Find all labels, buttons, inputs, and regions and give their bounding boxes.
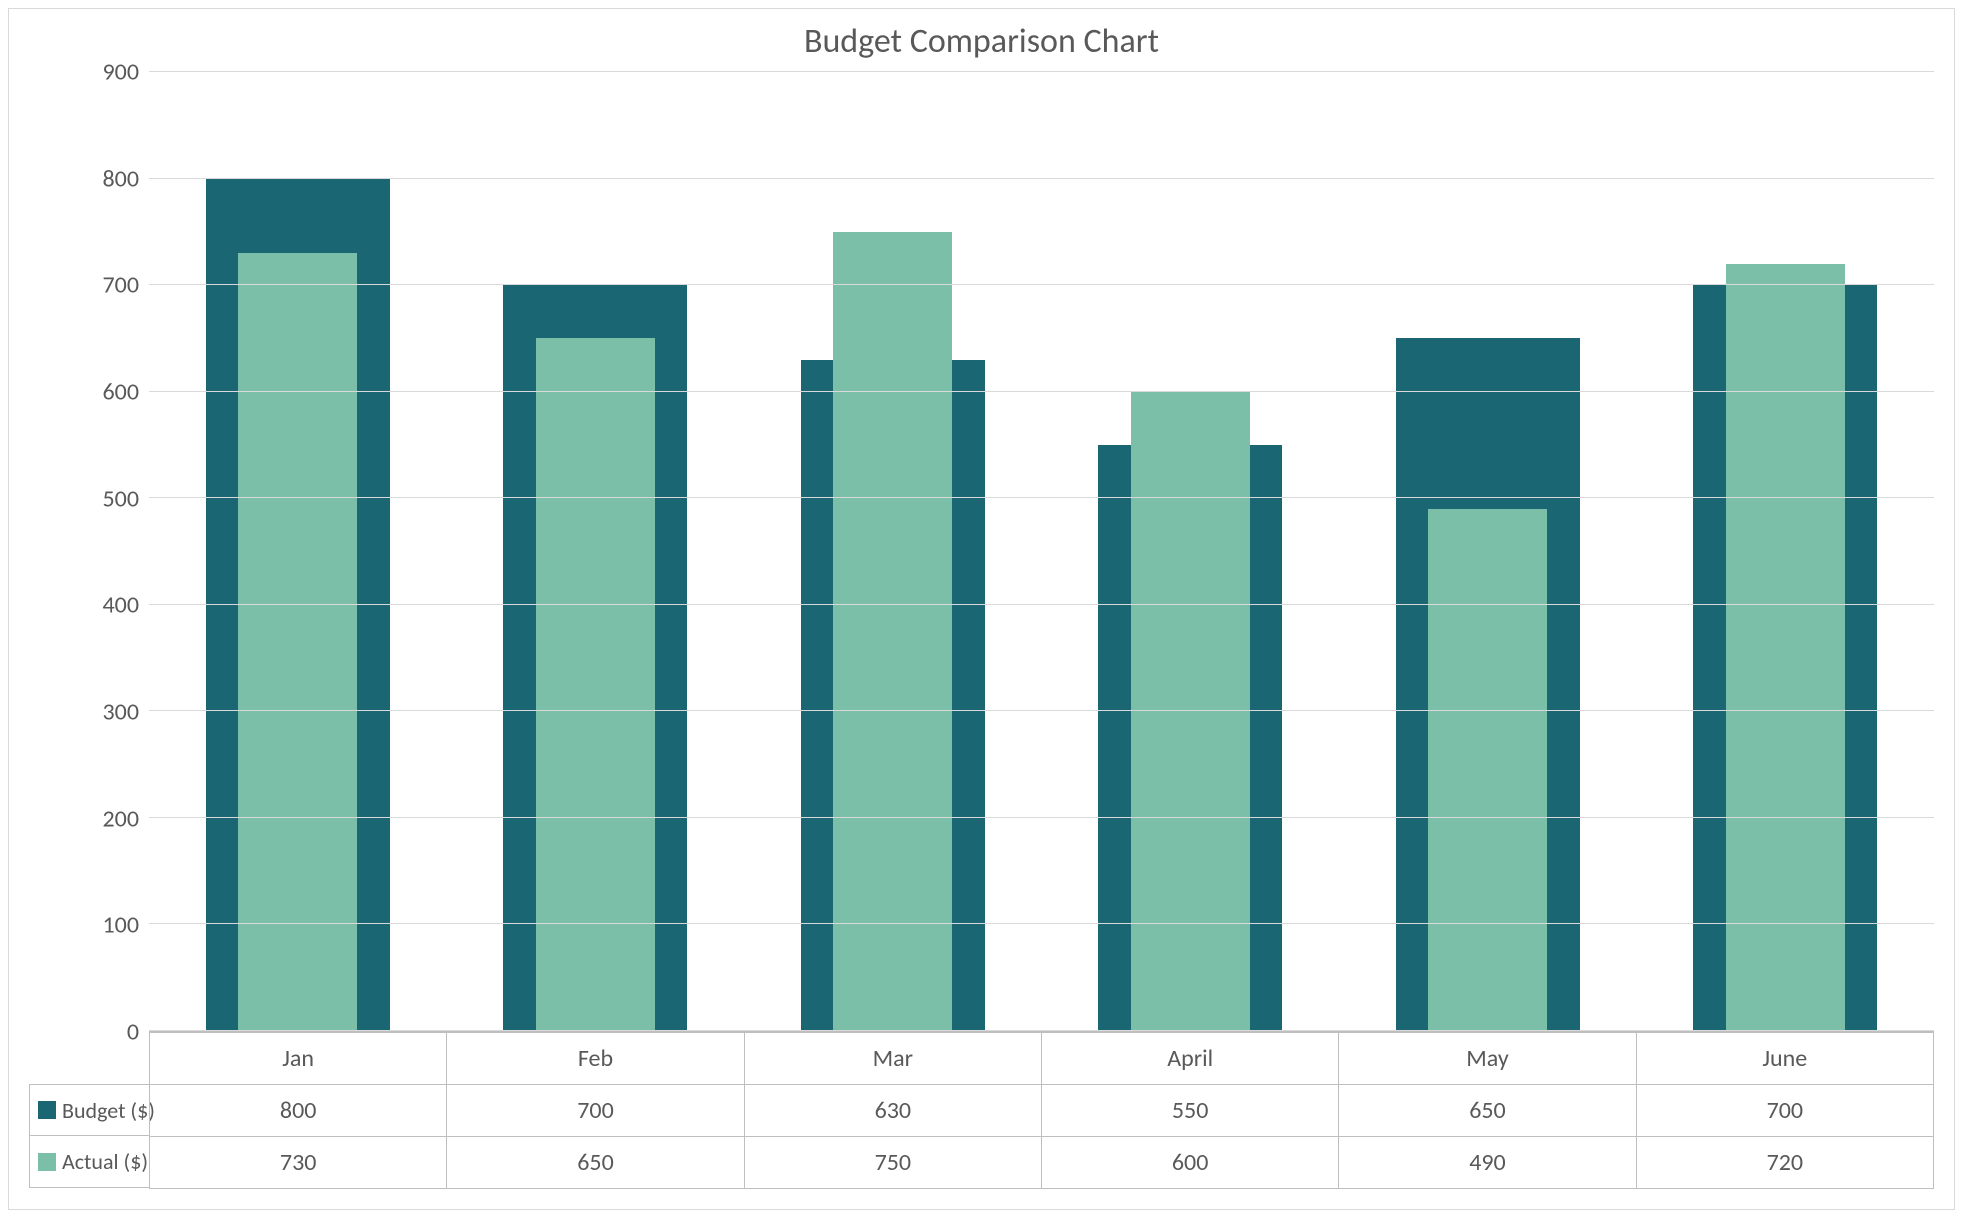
bar-actual <box>1726 264 1845 1031</box>
legend-label-budget: Budget ($) <box>62 1097 155 1124</box>
bar-actual <box>238 253 357 1031</box>
legend-label-actual: Actual ($) <box>62 1148 148 1175</box>
category-header-cell: April <box>1041 1033 1338 1085</box>
legend-cell-actual: Actual ($) <box>29 1136 149 1188</box>
y-tick-label: 100 <box>103 911 140 940</box>
chart-container: Budget Comparison Chart 0 100 200 300 400 500… <box>8 8 1955 1210</box>
bar-group <box>1339 72 1637 1031</box>
table-wrapper: JanFebMarAprilMayJune8007006305506507007… <box>149 1032 1934 1189</box>
gridline <box>149 178 1934 179</box>
gridline <box>149 497 1934 498</box>
bar-actual <box>1428 509 1547 1031</box>
chart-title: Budget Comparison Chart <box>29 21 1934 62</box>
y-tick-label: 500 <box>103 484 140 513</box>
legend-swatch-budget <box>38 1101 56 1119</box>
bar-group <box>1637 72 1935 1031</box>
y-tick-label: 700 <box>103 271 140 300</box>
data-cell: 490 <box>1339 1137 1636 1189</box>
bar-actual <box>536 338 655 1031</box>
data-cell: 630 <box>744 1085 1041 1137</box>
gridline <box>149 284 1934 285</box>
bar-group <box>744 72 1042 1031</box>
data-cell: 730 <box>150 1137 447 1189</box>
category-header-cell: June <box>1636 1033 1933 1085</box>
y-tick-label: 800 <box>103 164 140 193</box>
data-table-grid: JanFebMarAprilMayJune8007006305506507007… <box>149 1032 1934 1189</box>
gridline <box>149 71 1934 72</box>
gridline <box>149 604 1934 605</box>
bar-group <box>149 72 447 1031</box>
data-table: Budget ($) Actual ($) JanFebMarAprilMayJ… <box>29 1032 1934 1189</box>
y-axis: 0100200300400500600700800900 <box>29 72 149 1032</box>
bar-group <box>1042 72 1340 1031</box>
y-tick-label: 200 <box>103 804 140 833</box>
category-header-cell: Mar <box>744 1033 1041 1085</box>
category-header-cell: May <box>1339 1033 1636 1085</box>
y-tick-label: 300 <box>103 698 140 727</box>
gridline <box>149 391 1934 392</box>
plot-area <box>149 72 1934 1032</box>
data-cell: 650 <box>1339 1085 1636 1137</box>
legend-swatch-actual <box>38 1153 56 1171</box>
data-cell: 700 <box>447 1085 744 1137</box>
legend-cell-budget: Budget ($) <box>29 1084 149 1136</box>
y-tick-label: 900 <box>103 58 140 87</box>
data-cell: 550 <box>1041 1085 1338 1137</box>
legend-column: Budget ($) Actual ($) <box>29 1032 149 1189</box>
chart-body: 0100200300400500600700800900 Budget ($) … <box>29 72 1934 1189</box>
bar-group <box>447 72 745 1031</box>
data-cell: 700 <box>1636 1085 1933 1137</box>
bars-layer <box>149 72 1934 1031</box>
data-cell: 800 <box>150 1085 447 1137</box>
y-tick-label: 0 <box>127 1018 139 1047</box>
data-cell: 600 <box>1041 1137 1338 1189</box>
bar-actual <box>833 232 952 1031</box>
data-cell: 720 <box>1636 1137 1933 1189</box>
y-tick-label: 600 <box>103 378 140 407</box>
y-tick-label: 400 <box>103 591 140 620</box>
gridline <box>149 710 1934 711</box>
data-cell: 650 <box>447 1137 744 1189</box>
gridline <box>149 1030 1934 1031</box>
gridline <box>149 923 1934 924</box>
data-cell: 750 <box>744 1137 1041 1189</box>
plot-row: 0100200300400500600700800900 <box>29 72 1934 1032</box>
gridline <box>149 817 1934 818</box>
category-header-cell: Feb <box>447 1033 744 1085</box>
category-header-cell: Jan <box>150 1033 447 1085</box>
